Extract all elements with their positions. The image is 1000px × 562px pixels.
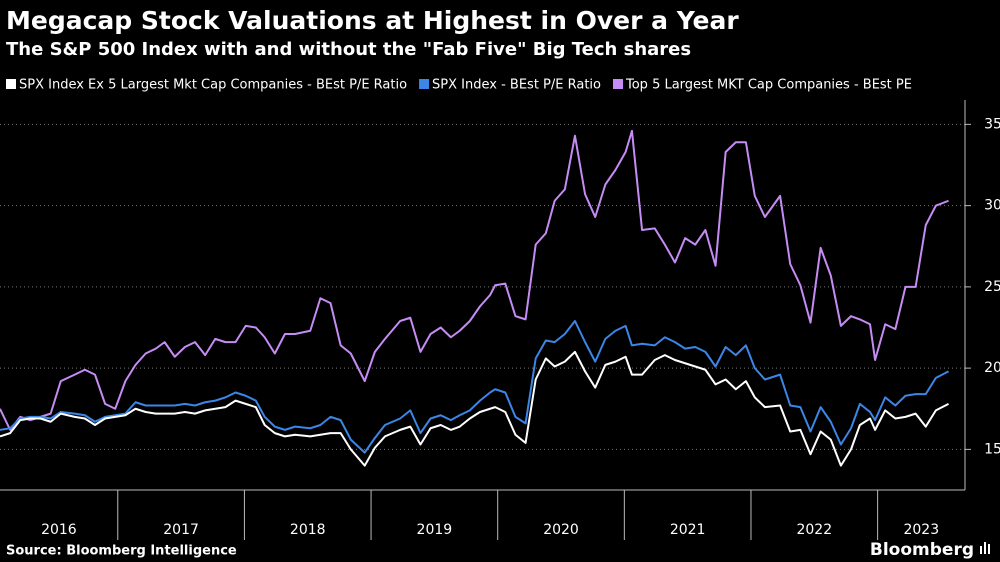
brand: Bloomberg xyxy=(870,540,974,560)
series-line xyxy=(0,320,949,454)
x-tick-label: 2017 xyxy=(163,522,199,538)
series-line xyxy=(0,129,949,431)
source: Source: Bloomberg Intelligence xyxy=(6,544,237,559)
y-tick-label: 30 xyxy=(984,198,1000,214)
chart-subtitle: The S&P 500 Index with and without the "… xyxy=(6,39,691,60)
legend-swatch xyxy=(6,79,16,89)
legend-label: Top 5 Largest MKT Cap Companies - BEst P… xyxy=(625,78,912,93)
legend-label: SPX Index - BEst P/E Ratio xyxy=(432,78,601,93)
chart-title: Megacap Stock Valuations at Highest in O… xyxy=(6,6,739,35)
legend-swatch xyxy=(419,79,430,89)
series-line xyxy=(0,350,949,467)
legend-swatch xyxy=(613,79,623,89)
legend-label: SPX Index Ex 5 Largest Mkt Cap Companies… xyxy=(19,78,407,93)
x-tick-label: 2023 xyxy=(903,522,939,538)
brand-icon xyxy=(980,542,990,554)
y-tick-label: 25 xyxy=(984,279,1000,295)
x-tick-label: 2020 xyxy=(543,522,579,538)
x-tick-label: 2018 xyxy=(290,522,326,538)
x-tick-label: 2022 xyxy=(796,522,832,538)
x-tick-label: 2016 xyxy=(41,522,77,538)
y-tick-label: 20 xyxy=(984,360,1000,376)
x-tick-label: 2019 xyxy=(417,522,453,538)
y-tick-label: 15 xyxy=(984,441,1000,457)
y-tick-label: 35 xyxy=(984,116,1000,132)
x-tick-label: 2021 xyxy=(670,522,706,538)
